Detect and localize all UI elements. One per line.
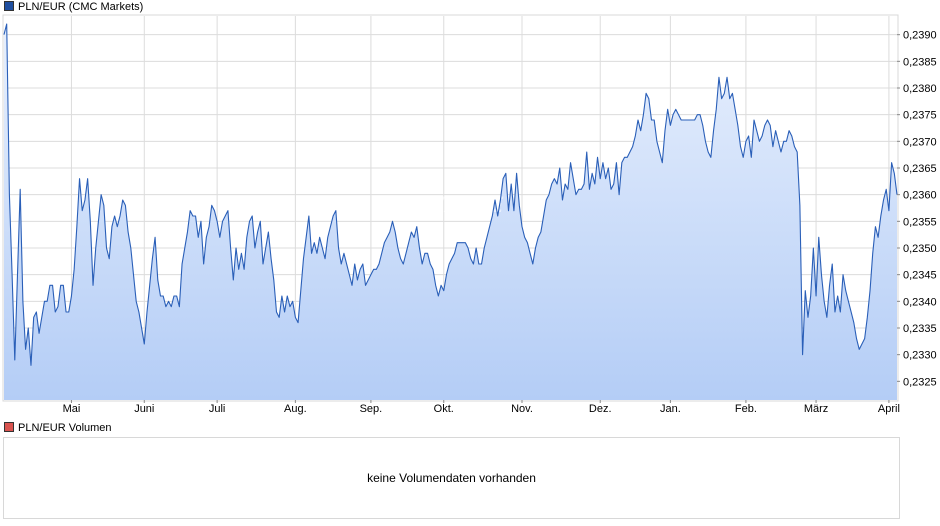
y-tick-label: 0,2375: [903, 110, 937, 122]
x-tick-label: Okt.: [434, 403, 454, 415]
x-tick-label: Juli: [209, 403, 226, 415]
price-series-line: [3, 23, 898, 366]
x-axis-labels: Mai Juni Juli Aug. Sep. Okt. Nov. Dez. Jan. Feb. M…: [63, 400, 900, 415]
volume-panel: keine Volumendaten vorhanden: [3, 437, 900, 519]
x-tick-label: Jan.: [660, 403, 681, 415]
y-tick-label: 0,2385: [903, 56, 937, 68]
x-tick-label: Juni: [134, 403, 154, 415]
price-legend: PLN/EUR (CMC Markets): [4, 0, 143, 14]
price-area-fill: [4, 24, 897, 400]
x-tick-label: Sep.: [360, 403, 383, 415]
x-tick-label: Feb.: [735, 403, 757, 415]
y-tick-label: 0,2340: [903, 296, 937, 308]
y-tick-label: 0,2355: [903, 216, 937, 228]
volume-legend: PLN/EUR Volumen: [4, 421, 112, 435]
x-tick-label: Nov.: [511, 403, 533, 415]
no-volume-message: keine Volumendaten vorhanden: [367, 471, 536, 485]
x-tick-label: Dez.: [589, 403, 612, 415]
y-tick-label: 0,2325: [903, 376, 937, 388]
volume-legend-label: PLN/EUR Volumen: [18, 422, 112, 434]
volume-legend-swatch: [4, 422, 14, 433]
y-tick-label: 0,2380: [903, 83, 937, 95]
x-tick-label: April: [878, 403, 900, 415]
x-tick-label: März: [804, 403, 828, 415]
price-chart: ARIVA.DE 0,23250,23300,23350,23400,23450…: [2, 14, 937, 415]
y-tick-label: 0,2365: [903, 163, 937, 175]
y-tick-label: 0,2360: [903, 190, 937, 202]
y-tick-label: 0,2330: [903, 350, 937, 362]
y-tick-label: 0,2345: [903, 270, 937, 282]
price-legend-swatch: [4, 1, 14, 12]
watermark-text: ARIVA.DE: [384, 192, 505, 217]
y-tick-label: 0,2350: [903, 243, 937, 255]
y-tick-label: 0,2370: [903, 136, 937, 148]
y-tick-label: 0,2390: [903, 30, 937, 42]
price-legend-label: PLN/EUR (CMC Markets): [18, 1, 144, 13]
x-tick-label: Aug.: [284, 403, 307, 415]
y-tick-label: 0,2335: [903, 323, 937, 335]
x-tick-label: Mai: [63, 403, 81, 415]
y-axis-labels: 0,2325 0,2330 0,2335 0,2340 0,2345 0,2350 0,23…: [897, 30, 937, 388]
